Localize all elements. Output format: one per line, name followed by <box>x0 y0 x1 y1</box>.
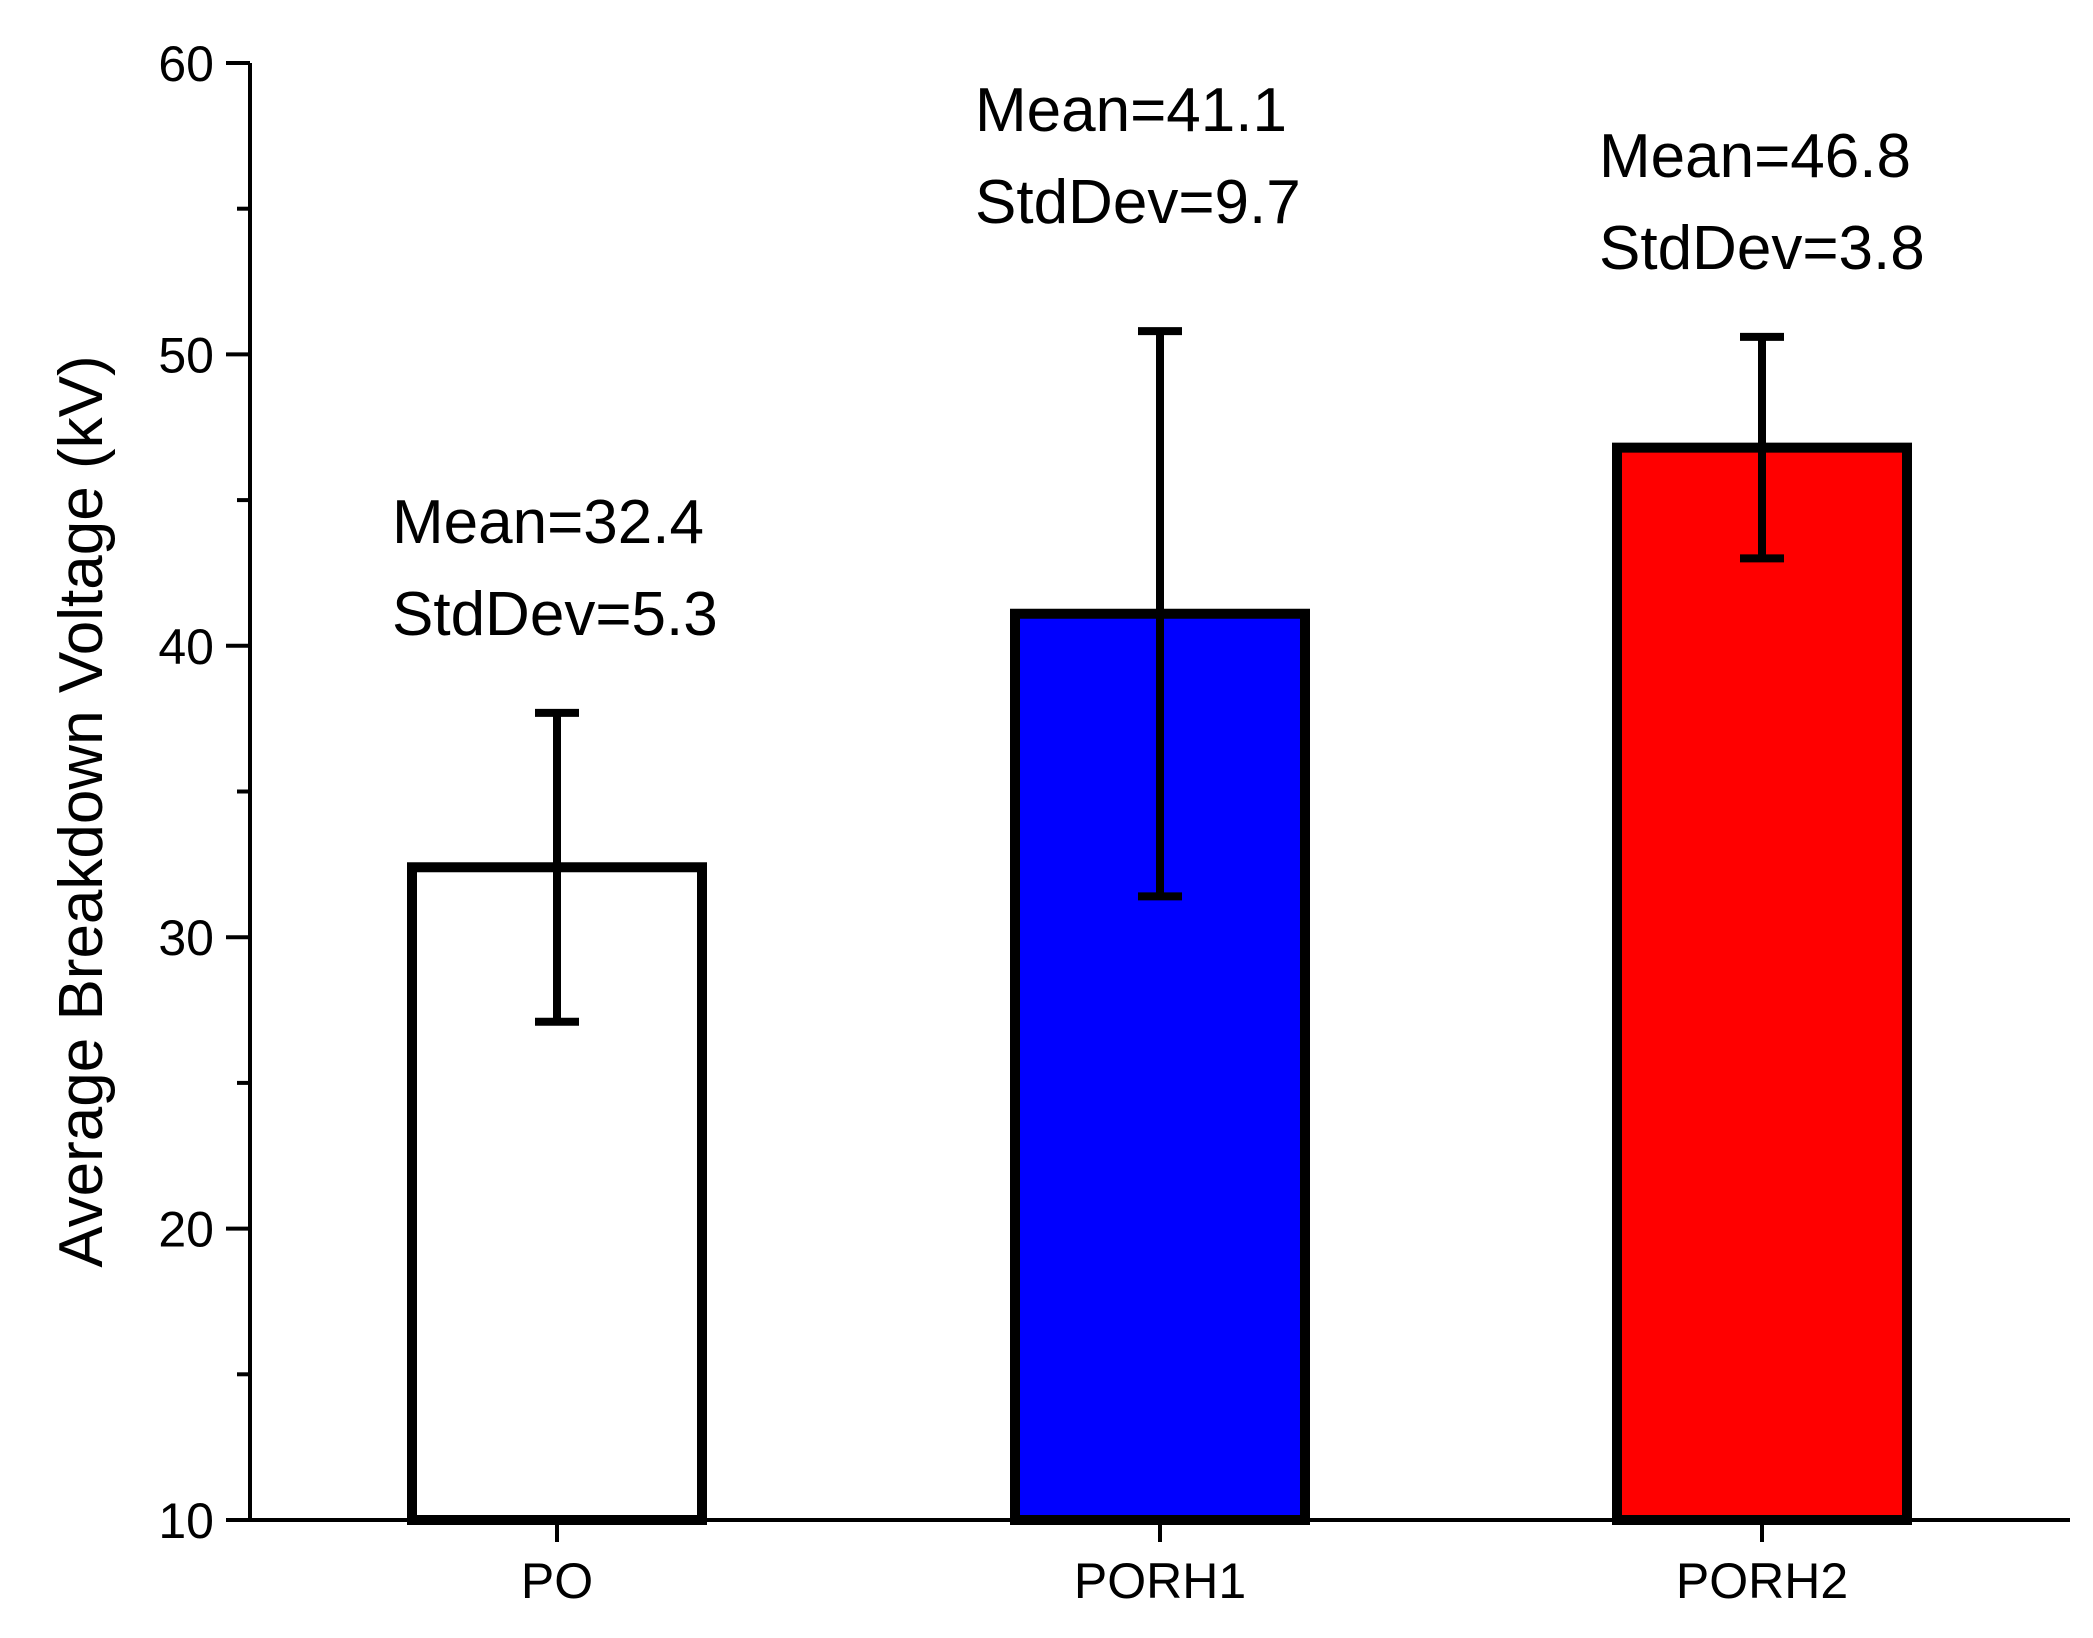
error-bars-layer <box>535 327 1784 1026</box>
x-tick-label: PORH2 <box>1676 1553 1848 1609</box>
annotation-stddev: StdDev=9.7 <box>975 168 1301 237</box>
annotations-layer: Mean=32.4 StdDev=5.3 Mean=41.1 StdDev=9.7 Me… <box>392 76 1925 649</box>
annotation-mean: Mean=41.1 <box>975 76 1287 145</box>
annotation-stddev: StdDev=5.3 <box>392 580 718 649</box>
x-ticks-layer: PO PORH1 PORH2 <box>521 1520 1848 1609</box>
x-tick-label: PORH1 <box>1074 1553 1246 1609</box>
annotation-mean: Mean=46.8 <box>1599 122 1911 191</box>
annotation-stddev: StdDev=3.8 <box>1599 214 1925 283</box>
y-axis-title: Average Breakdown Voltage (kV) <box>47 355 116 1267</box>
y-tick-label: 20 <box>158 1202 214 1258</box>
x-tick-label: PO <box>521 1553 593 1609</box>
bar-porh2 <box>1612 442 1912 1526</box>
y-tick-label: 30 <box>158 910 214 966</box>
y-tick-label: 40 <box>158 619 214 675</box>
y-tick-label: 50 <box>158 327 214 383</box>
annotation-mean: Mean=32.4 <box>392 488 704 557</box>
y-ticks-layer: 10 20 30 40 50 60 <box>158 36 250 1549</box>
y-tick-label: 60 <box>158 36 214 92</box>
y-tick-label: 10 <box>158 1493 214 1549</box>
